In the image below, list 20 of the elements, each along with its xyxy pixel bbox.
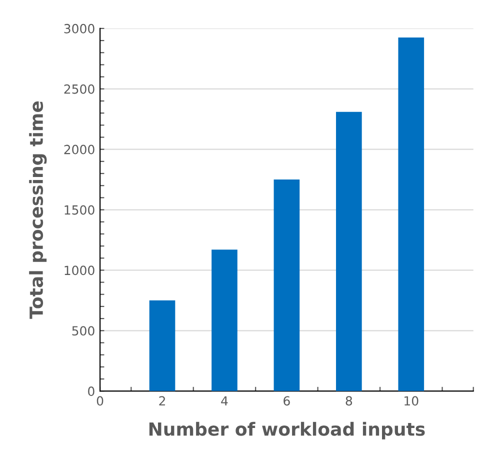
y-tick-label: 500 [72,326,94,336]
y-tick-label: 3000 [64,24,94,34]
y-tick-label: 1500 [64,205,94,215]
bar [398,38,424,392]
x-tick-label: 10 [404,396,418,406]
bar [149,300,176,392]
x-axis-title: Number of workload inputs [149,422,425,440]
bar [336,112,362,392]
y-tick-label: 2000 [64,144,94,154]
y-tick-label: 1000 [64,266,94,276]
x-tick-label: 8 [346,396,352,406]
y-tick-label: 0 [88,386,94,396]
x-tick-label: 2 [159,396,165,406]
bar [212,250,238,392]
x-tick-label: 6 [284,396,290,406]
x-tick-label: 4 [221,396,228,406]
y-tick-label: 2500 [64,84,94,94]
y-axis-title: Total processing time [29,101,47,319]
bar [274,180,300,392]
x-tick-label: 0 [96,396,104,406]
